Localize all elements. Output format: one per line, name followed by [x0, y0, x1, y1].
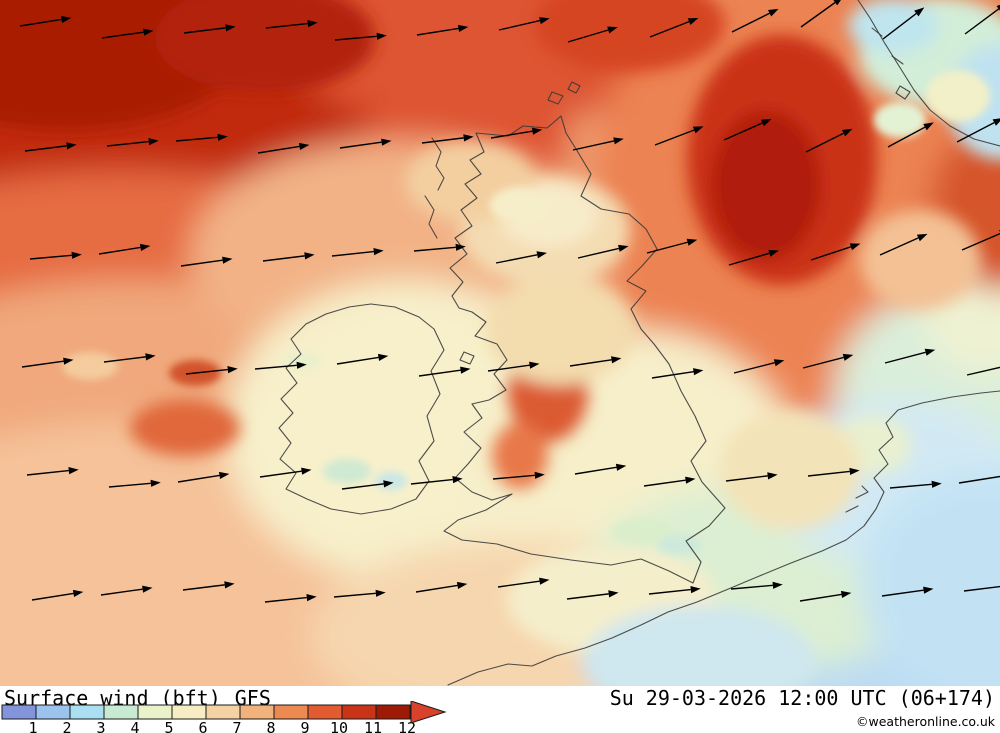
coast-norway [857, 0, 1000, 147]
coast-fjord-2 [891, 55, 904, 65]
wind-arrows [19, 0, 1000, 603]
legend-value: 9 [300, 719, 309, 733]
legend-value: 2 [62, 719, 71, 733]
coast-fjord [871, 27, 883, 37]
legend-cell-5 [137, 704, 173, 720]
legend-value: 6 [198, 719, 207, 733]
legend-value: 5 [164, 719, 173, 733]
coast-continent [447, 390, 1000, 686]
legend-value: 3 [96, 719, 105, 733]
legend-value: 11 [364, 719, 382, 733]
legend-cell-11 [341, 704, 377, 720]
coast-isle-of-man [459, 351, 475, 365]
legend-cell-10 [307, 704, 343, 720]
legend-cell-7 [205, 704, 241, 720]
legend-value: 8 [266, 719, 275, 733]
legend-cell-3 [69, 704, 105, 720]
copyright-link[interactable]: ©weatheronline.co.uk [856, 714, 995, 729]
legend-cell-6 [171, 704, 207, 720]
wind-speed-fill [0, 0, 1000, 686]
coast-orkney-2 [567, 81, 581, 94]
legend-cell-1 [1, 704, 37, 720]
wind-map [0, 0, 1000, 686]
legend-cell-12 [375, 704, 411, 720]
coast-delta-islands-2 [845, 505, 859, 513]
status-bar: Surface wind (bft) GFS Su 29-03-2026 12:0… [0, 686, 1000, 733]
coast-great-britain [443, 115, 726, 584]
valid-datetime: Su 29-03-2026 12:00 UTC (06+174) [609, 686, 995, 710]
coast-delta-islands [855, 485, 869, 499]
legend-cell-9 [273, 704, 309, 720]
coast-ireland [278, 303, 445, 515]
legend-arrow [410, 701, 447, 724]
coast-hebrides [431, 137, 445, 191]
coast-hebrides-2 [424, 195, 438, 239]
coast-orkney [547, 91, 564, 105]
legend-cell-8 [239, 704, 275, 720]
coastlines [278, 0, 1000, 686]
legend-cell-2 [35, 704, 71, 720]
coast-norway-island [895, 85, 911, 100]
legend-cell-4 [103, 704, 139, 720]
legend-value: 10 [330, 719, 348, 733]
map-canvas [0, 0, 1000, 686]
legend-value: 1 [28, 719, 37, 733]
legend-value: 7 [232, 719, 241, 733]
beaufort-legend: 1 2 3 4 5 6 7 8 9 10 11 12 [1, 701, 447, 733]
legend-value: 4 [130, 719, 139, 733]
